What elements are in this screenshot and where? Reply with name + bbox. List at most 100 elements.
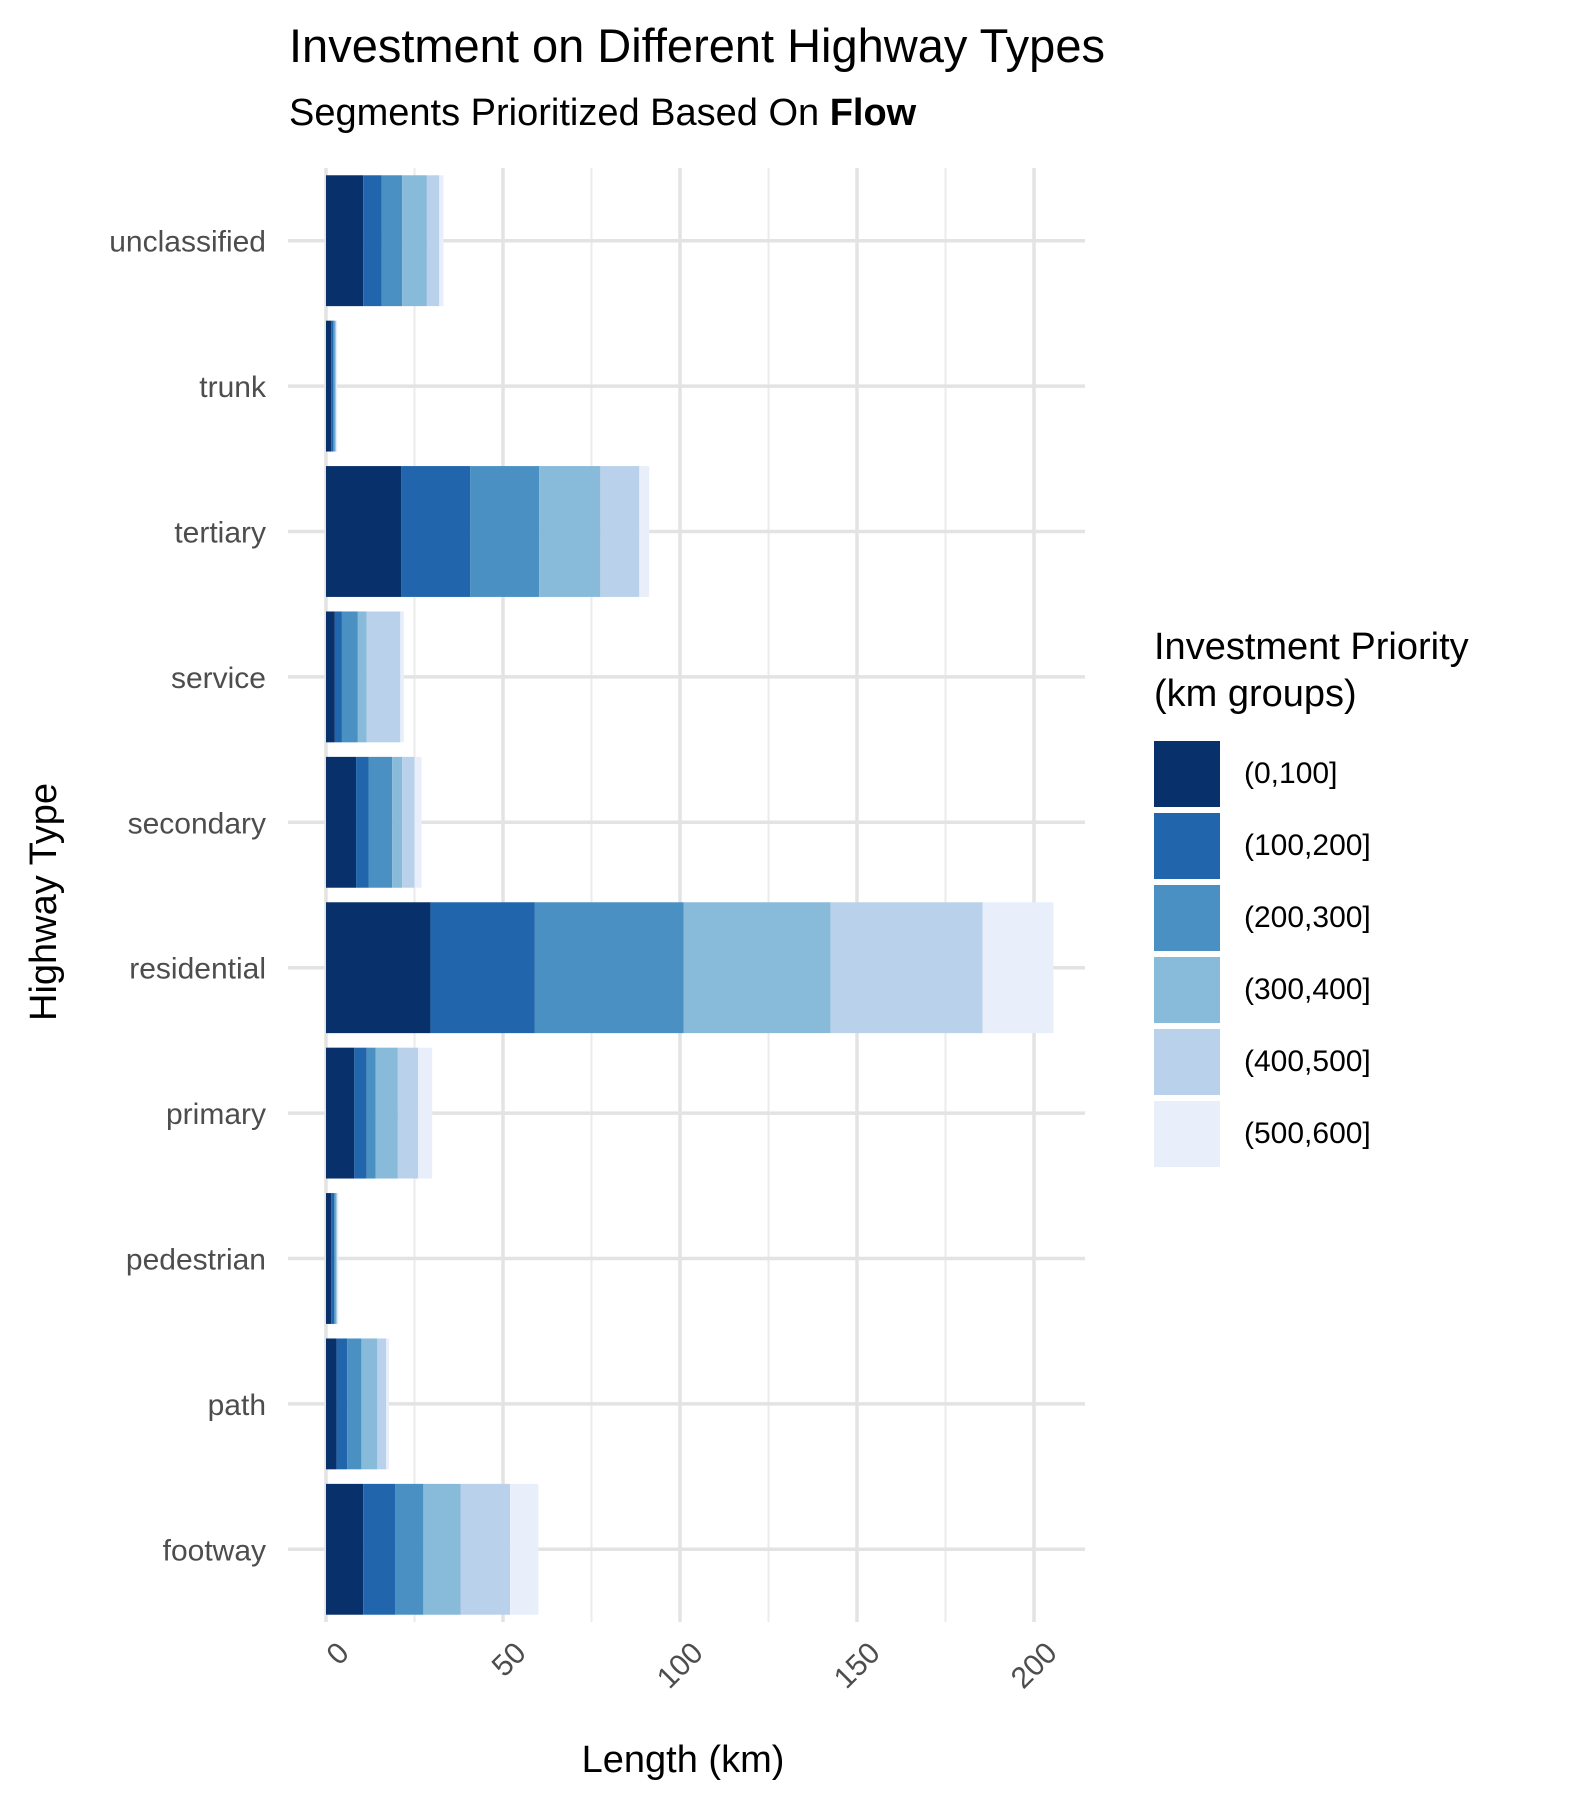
bar-secondary-series-0 xyxy=(326,756,357,888)
bar-service-series-2 xyxy=(341,611,358,743)
bar-unclassified-series-2 xyxy=(381,175,403,307)
bar-pedestrian-series-4 xyxy=(336,1193,338,1324)
bar-pedestrian-series-1 xyxy=(331,1193,335,1324)
legend-swatch xyxy=(1154,813,1220,879)
bar-secondary-series-2 xyxy=(368,756,393,888)
bar-tertiary-series-1 xyxy=(401,466,471,597)
legend-title: Investment Priority (km groups) xyxy=(1154,624,1469,718)
y-tick-label-secondary: secondary xyxy=(128,807,266,840)
bar-residential-series-5 xyxy=(982,902,1054,1034)
bar-unclassified-series-0 xyxy=(326,175,364,307)
subtitle-prefix: Segments Prioritized Based On xyxy=(289,92,830,134)
y-tick-label-residential: residential xyxy=(129,953,266,986)
bar-tertiary-series-4 xyxy=(600,466,640,597)
bar-service-series-0 xyxy=(326,611,335,743)
x-tick-label-0: 0 xyxy=(321,1636,356,1671)
bar-pedestrian-series-2 xyxy=(334,1193,336,1324)
legend-label: (0,100] xyxy=(1244,757,1338,790)
bar-path-series-0 xyxy=(326,1338,337,1470)
y-tick-label-service: service xyxy=(171,662,266,695)
chart-title: Investment on Different Highway Types xyxy=(289,19,1105,72)
bar-tertiary-series-2 xyxy=(470,466,540,597)
bar-primary-series-0 xyxy=(326,1047,355,1179)
x-tick-label-200: 200 xyxy=(1005,1636,1064,1695)
bar-unclassified-series-5 xyxy=(439,175,444,307)
legend-title-line2: (km groups) xyxy=(1154,673,1357,715)
x-tick-label-50: 50 xyxy=(486,1636,533,1683)
y-tick-label-tertiary: tertiary xyxy=(174,517,266,550)
bar-residential-series-4 xyxy=(830,902,983,1034)
legend-items: (0,100] (100,200] (200,300] (300,400] (400,5… xyxy=(1154,738,1469,1170)
y-tick-label-trunk: trunk xyxy=(199,371,267,404)
bar-footway-series-3 xyxy=(423,1483,461,1615)
y-tick-label-footway: footway xyxy=(163,1534,266,1567)
legend: Investment Priority (km groups) (0,100](… xyxy=(1154,624,1469,1170)
bar-residential-series-0 xyxy=(326,902,431,1034)
x-axis-title: Length (km) xyxy=(582,1739,785,1781)
chart-subtitle: Segments Prioritized Based On Flow xyxy=(289,92,916,135)
bar-path-series-5 xyxy=(386,1338,390,1470)
x-tick-label-100: 100 xyxy=(651,1636,710,1695)
bar-trunk-series-3 xyxy=(334,320,336,452)
bar-path-series-2 xyxy=(347,1338,362,1470)
bar-primary-series-1 xyxy=(354,1047,367,1179)
bar-trunk-series-2 xyxy=(333,320,335,452)
y-tick-label-path: path xyxy=(208,1389,266,1422)
bar-residential-series-2 xyxy=(534,902,684,1034)
y-axis-title: Highway Type xyxy=(23,783,65,1021)
bar-secondary-series-1 xyxy=(356,756,369,888)
bar-path-series-3 xyxy=(361,1338,378,1470)
legend-item-4: (400,500] xyxy=(1154,1026,1469,1098)
legend-item-3: (300,400] xyxy=(1154,954,1469,1026)
legend-label: (300,400] xyxy=(1244,973,1371,1006)
bar-trunk-series-1 xyxy=(331,320,334,452)
x-tick-labels: 0 50 100 150 200 xyxy=(321,1636,1064,1695)
bar-secondary-series-4 xyxy=(402,756,415,888)
legend-swatch xyxy=(1154,957,1220,1023)
legend-item-1: (100,200] xyxy=(1154,810,1469,882)
bar-tertiary-series-5 xyxy=(639,466,650,597)
bar-secondary-series-5 xyxy=(414,756,422,888)
legend-label: (500,600] xyxy=(1244,1117,1371,1150)
bar-primary-series-2 xyxy=(366,1047,376,1179)
legend-swatch xyxy=(1154,741,1220,807)
bar-trunk-series-0 xyxy=(326,320,332,452)
legend-swatch xyxy=(1154,885,1220,951)
subtitle-bold: Flow xyxy=(829,92,917,134)
legend-swatch xyxy=(1154,1029,1220,1095)
bar-trunk-series-4 xyxy=(335,320,337,452)
legend-label: (200,300] xyxy=(1244,901,1371,934)
bar-primary-series-5 xyxy=(418,1047,433,1179)
bar-service-series-3 xyxy=(357,611,367,743)
bar-footway-series-5 xyxy=(510,1483,539,1615)
y-tick-labels: unclassified trunk tertiary service secondar… xyxy=(109,226,267,1568)
bars xyxy=(326,175,1054,1615)
bar-service-series-4 xyxy=(366,611,401,743)
bar-residential-series-1 xyxy=(430,902,535,1034)
legend-item-0: (0,100] xyxy=(1154,738,1469,810)
bar-pedestrian-series-3 xyxy=(335,1193,337,1324)
bar-residential-series-3 xyxy=(683,902,831,1034)
grid-lines xyxy=(288,168,1085,1622)
bar-trunk-series-5 xyxy=(336,320,338,452)
bar-tertiary-series-0 xyxy=(326,466,402,597)
x-tick-label-150: 150 xyxy=(828,1636,887,1695)
y-tick-label-unclassified: unclassified xyxy=(109,226,266,259)
legend-label: (100,200] xyxy=(1244,829,1371,862)
y-tick-label-pedestrian: pedestrian xyxy=(126,1244,266,1277)
bar-primary-series-4 xyxy=(397,1047,419,1179)
bar-unclassified-series-1 xyxy=(363,175,382,307)
legend-swatch xyxy=(1154,1101,1220,1167)
bar-path-series-4 xyxy=(377,1338,387,1470)
bar-footway-series-1 xyxy=(363,1483,396,1615)
bar-footway-series-0 xyxy=(326,1483,364,1615)
legend-title-line1: Investment Priority xyxy=(1154,626,1469,668)
bar-path-series-1 xyxy=(336,1338,348,1470)
legend-item-2: (200,300] xyxy=(1154,882,1469,954)
bar-tertiary-series-3 xyxy=(539,466,601,597)
bar-primary-series-3 xyxy=(375,1047,398,1179)
bar-footway-series-4 xyxy=(460,1483,511,1615)
y-tick-label-primary: primary xyxy=(166,1098,266,1131)
bar-unclassified-series-3 xyxy=(402,175,427,307)
